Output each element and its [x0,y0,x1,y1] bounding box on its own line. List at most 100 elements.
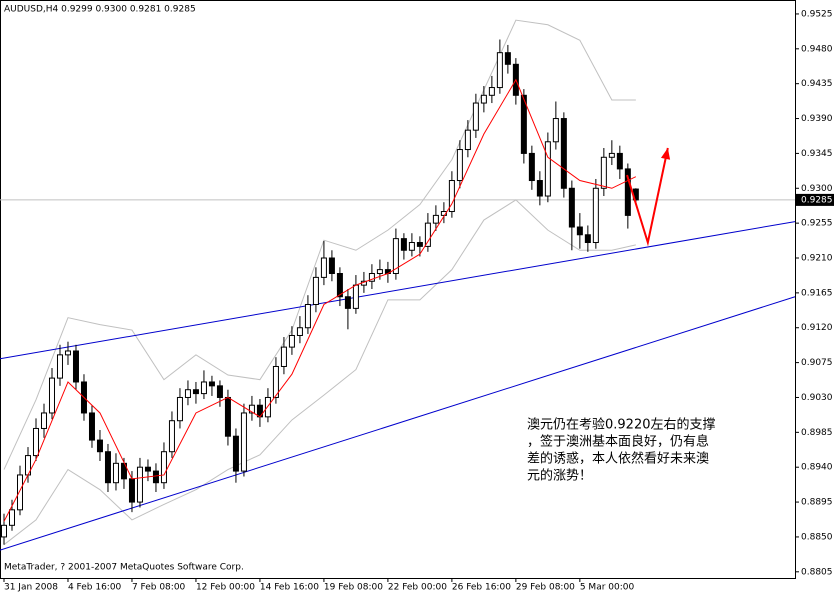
candle-body [224,396,231,437]
annotation: ，签于澳洲基本面良好，仍有息 [527,434,709,450]
candle-body [616,152,623,170]
candle-body [592,187,599,244]
y-tick-label: 0.9255 [801,219,833,229]
candle-body [376,269,383,275]
y-tick-label: 0.8805 [801,567,833,577]
candle-body [72,350,79,383]
candle-body [136,466,143,503]
x-tick-label: 26 Feb 16:00 [452,583,511,593]
candle-body [408,242,415,251]
y-tick-label: 0.9075 [801,358,833,368]
candle-body [600,156,607,189]
candle-body [40,412,47,429]
candle-body [352,284,359,309]
x-tick-label: 7 Feb 08:00 [132,583,186,593]
band [3,19,636,470]
candle-body [232,435,239,472]
candle-body [48,377,55,414]
candle-body [336,273,343,298]
candle-body [0,524,7,538]
candle-body [416,242,423,247]
candle-body [496,52,503,89]
candle-body [504,52,511,65]
candle-body [280,346,287,367]
candle-body [104,451,111,484]
copyright: MetaTrader, ? 2001-2007 MetaQuotes Softw… [4,563,244,573]
x-tick-label: 19 Feb 08:00 [324,583,383,593]
x-tick-label: 5 Mar 00:00 [580,583,635,593]
y-tick-label: 0.8985 [801,428,833,438]
candle-body [56,354,63,379]
candle-body [440,211,447,216]
x-tick-label: 4 Feb 16:00 [68,583,122,593]
y-tick-label: 0.9120 [801,323,833,333]
candle-body [320,257,327,278]
candle-body [528,152,535,182]
price-tag: 0.9285 [801,195,833,205]
candle-body [144,466,151,472]
plot-area [0,0,796,579]
band [3,199,636,546]
candle-body [576,226,583,236]
candle-body [248,404,255,414]
candle-body [536,180,543,197]
candle-body [400,238,407,251]
candle-body [240,412,247,472]
y-tick-label: 0.9030 [801,393,833,403]
candle-body [520,94,527,154]
candle-body [304,303,311,329]
candle-body [8,509,15,526]
moving-average [3,78,637,522]
candle-body [288,334,295,348]
candle-body [192,389,199,395]
candle-body [184,389,191,398]
candle-body [608,152,615,158]
x-tick-label: 14 Feb 16:00 [260,583,319,593]
candle-body [480,94,487,104]
candle-body [112,462,119,484]
candle-body [216,385,223,398]
candle-body [160,451,167,484]
candle-body [264,396,271,418]
candle-body [472,102,479,131]
y-tick-label: 0.8850 [801,532,833,542]
y-tick-label: 0.9435 [801,79,833,89]
candle-body [464,129,471,151]
candle-body [456,149,463,182]
candle-body [64,350,71,356]
trend-line [0,296,796,551]
candle-body [152,470,159,484]
candle-body [88,412,95,441]
candle-body [424,222,431,247]
candle-body [392,238,399,275]
y-tick-label: 0.9165 [801,288,833,298]
candle-body [16,474,23,511]
price-tag-bg [796,193,834,206]
candle-body [560,118,567,189]
arrow-head [660,147,671,160]
y-tick-label: 0.9300 [801,184,833,194]
candle-body [176,396,183,422]
candle-body [328,257,335,275]
x-tick-label: 29 Feb 08:00 [516,583,575,593]
candle-body [432,214,439,224]
x-tick-label: 22 Feb 00:00 [388,583,447,593]
candle-body [312,276,319,305]
candle-body [200,381,207,395]
y-tick-label: 0.9345 [801,149,833,159]
trend-line [0,221,796,360]
annotation: 元的涨势！ [527,468,592,484]
candle-body [624,168,631,216]
candle-body [488,87,495,96]
y-tick-label: 0.8940 [801,463,833,473]
arrow [626,147,669,247]
y-tick-label: 0.9210 [801,254,833,264]
candle-body [272,365,279,398]
annotation: 差的诱惑，本人依然看好未来澳 [527,451,709,467]
chart-title: AUDUSD,H4 0.9299 0.9300 0.9281 0.9285 [4,5,196,15]
candle-body [368,273,375,282]
candle-body [568,187,575,228]
y-tick-label: 0.9480 [801,44,833,54]
y-tick-label: 0.9390 [801,114,833,124]
